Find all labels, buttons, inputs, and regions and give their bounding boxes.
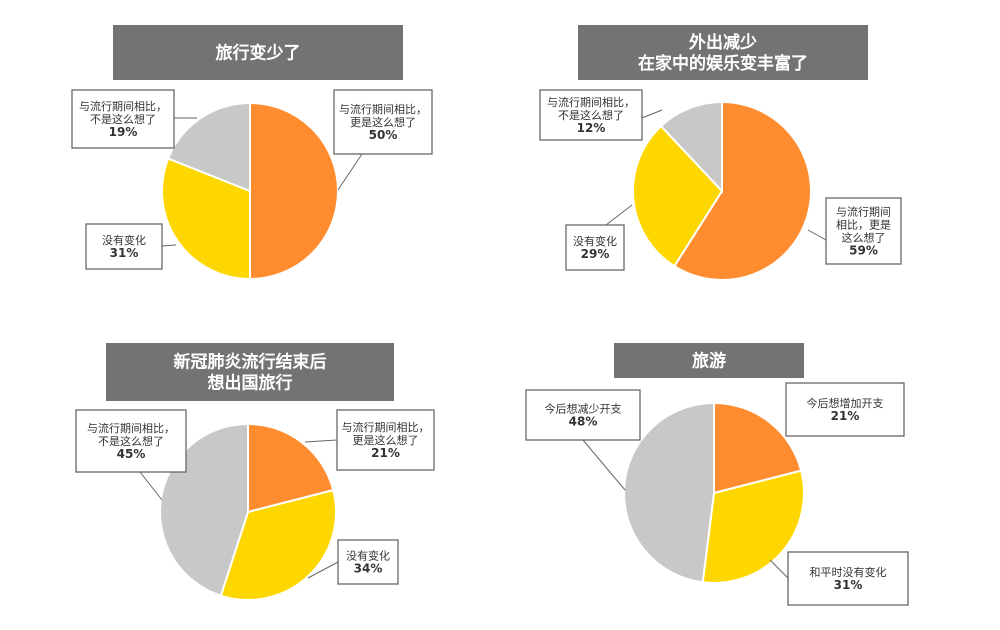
data-label-value: 31% [834, 578, 863, 592]
pie-slice-gray [659, 100, 723, 194]
leader-line [582, 439, 626, 491]
data-label-box [785, 382, 905, 437]
data-label-value: 59% [849, 244, 878, 258]
chart-title-line: 外出减少 [689, 32, 757, 53]
pie-slice-gray [166, 101, 251, 193]
chart-title-line: 在家中的娱乐变丰富了 [638, 53, 808, 74]
data-label-text: 没有变化 [573, 234, 617, 248]
data-label-text: 这么想了 [842, 231, 886, 245]
chart-title-line: 旅游 [692, 351, 726, 372]
leader-line [304, 439, 338, 443]
data-label-text: 更是这么想了 [353, 433, 419, 447]
pie-slice-orange [713, 401, 803, 495]
data-label-value: 34% [354, 562, 383, 576]
data-label-value: 12% [577, 121, 606, 135]
data-label-text: 与流行期间相比， [339, 102, 427, 116]
data-label-text: 不是这么想了 [558, 108, 624, 122]
data-label-box [85, 223, 163, 270]
pie-slice-yellow [161, 157, 251, 281]
data-label-box [336, 409, 435, 471]
leader-line [307, 561, 339, 579]
data-label-text: 没有变化 [346, 549, 390, 563]
chart-title-line: 想出国旅行 [208, 373, 293, 394]
data-label-text: 与流行期间 [836, 205, 891, 219]
data-label-box [539, 89, 643, 141]
data-label-value: 50% [369, 128, 398, 142]
data-label-text: 相比，更是 [836, 219, 891, 232]
leader-line [605, 204, 633, 226]
chart-title-banner [578, 25, 868, 80]
chart-title-banner [614, 343, 804, 378]
data-label-text: 与流行期间相比， [79, 99, 167, 113]
pie-slice-orange [247, 422, 335, 514]
data-label-value: 48% [569, 415, 598, 429]
leader-line [337, 153, 363, 191]
data-label-value: 29% [581, 247, 610, 261]
data-label-text: 与流行期间相比， [547, 95, 635, 109]
pie-chart-3: 新冠肺炎流行结束后想出国旅行与流行期间相比，更是这么想了21%没有变化34%与流… [75, 343, 435, 601]
data-label-text: 和平时没有变化 [810, 565, 887, 579]
data-label-box [565, 224, 625, 271]
data-label-box [825, 197, 902, 265]
pie-slice-orange [249, 101, 339, 281]
chart-title-line: 新冠肺炎流行结束后 [174, 352, 327, 373]
leader-line [161, 244, 177, 247]
data-label-value: 45% [117, 447, 146, 461]
pie-slice-yellow [219, 488, 338, 601]
data-label-text: 没有变化 [102, 233, 146, 247]
data-label-box [75, 409, 187, 473]
data-label-value: 31% [110, 246, 139, 260]
chart-title-banner [113, 25, 403, 80]
chart-title-banner [106, 343, 394, 401]
data-label-box [787, 551, 909, 606]
leader-line [641, 109, 663, 119]
data-label-text: 不是这么想了 [98, 434, 164, 448]
data-label-text: 与流行期间相比， [342, 420, 430, 434]
pie-slice-yellow [701, 469, 805, 584]
data-label-text: 今后想减少开支 [545, 402, 622, 416]
pie-slice-yellow [632, 124, 724, 268]
data-label-value: 19% [109, 125, 138, 139]
pie-slice-gray [623, 401, 715, 584]
leader-line [807, 229, 827, 241]
pie-slice-orange [672, 100, 812, 281]
leader-line [139, 471, 163, 501]
data-label-box [71, 89, 175, 149]
chart-title-line: 旅行变少了 [216, 43, 301, 64]
data-label-box [337, 539, 399, 585]
data-label-box [333, 89, 433, 155]
data-label-value: 21% [831, 409, 860, 423]
leader-line [769, 559, 789, 579]
pie-chart-1: 旅行变少了与流行期间相比，更是这么想了50%没有变化31%与流行期间相比，不是这… [71, 25, 433, 281]
data-label-text: 与流行期间相比， [87, 421, 175, 435]
data-label-text: 更是这么想了 [350, 115, 416, 129]
data-label-text: 不是这么想了 [90, 112, 156, 126]
data-label-text: 今后想增加开支 [807, 396, 884, 410]
data-label-box [525, 389, 641, 441]
data-label-value: 21% [371, 446, 400, 460]
